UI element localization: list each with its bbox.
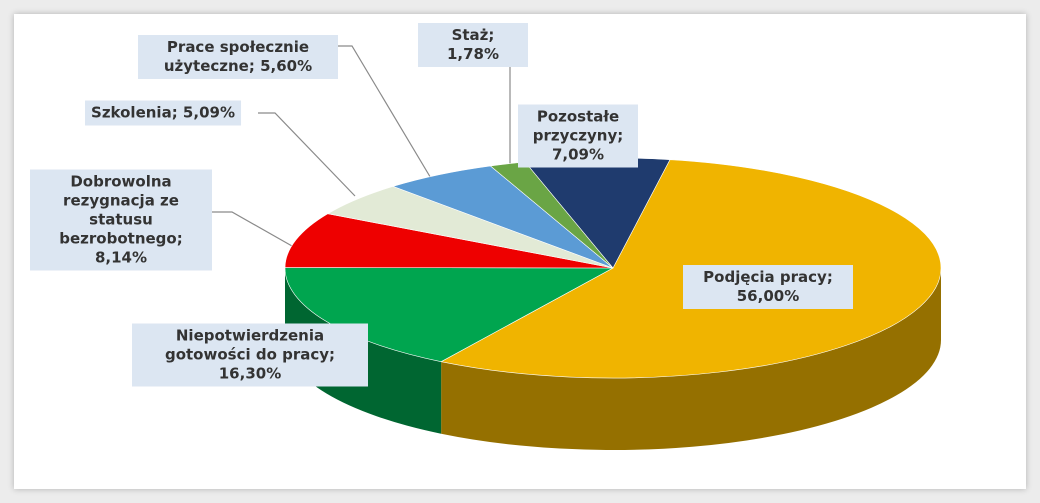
data-label: Niepotwierdzenia gotowości do pracy; 16,…: [132, 323, 368, 387]
category-label: Podjęcia pracy;: [703, 268, 833, 286]
category-label: Szkolenia;: [91, 103, 178, 122]
data-label: Prace społecznie użyteczne; 5,60%: [138, 35, 338, 79]
category-label: Niepotwierdzenia gotowości do pracy;: [164, 326, 336, 364]
data-label: Dobrowolna rezygnacja ze statusu bezrobo…: [30, 169, 212, 271]
leader-line: [212, 211, 293, 247]
value-label: 1,78%: [446, 45, 500, 63]
value-label: 7,09%: [551, 145, 605, 164]
value-label: 5,60%: [260, 57, 313, 75]
category-label: Pozostałe przyczyny;: [532, 107, 624, 145]
category-label: Dobrowolna rezygnacja ze statusu bezrobo…: [59, 172, 183, 248]
pie-side: [441, 268, 941, 451]
data-label: Pozostałe przyczyny; 7,09%: [518, 104, 638, 168]
leader-line: [336, 45, 433, 181]
value-label: 5,09%: [182, 103, 235, 122]
value-label: 56,00%: [736, 287, 800, 305]
data-label: Podjęcia pracy; 56,00%: [683, 265, 853, 309]
pie-slice: [284, 213, 614, 269]
value-label: 8,14%: [94, 248, 148, 267]
leader-line: [258, 112, 356, 197]
data-label: Staż; 1,78%: [418, 23, 528, 67]
data-label: Szkolenia; 5,09%: [85, 100, 241, 126]
value-label: 16,30%: [218, 364, 282, 383]
category-label: Prace społecznie użyteczne;: [163, 38, 310, 75]
category-label: Staż;: [451, 26, 495, 44]
